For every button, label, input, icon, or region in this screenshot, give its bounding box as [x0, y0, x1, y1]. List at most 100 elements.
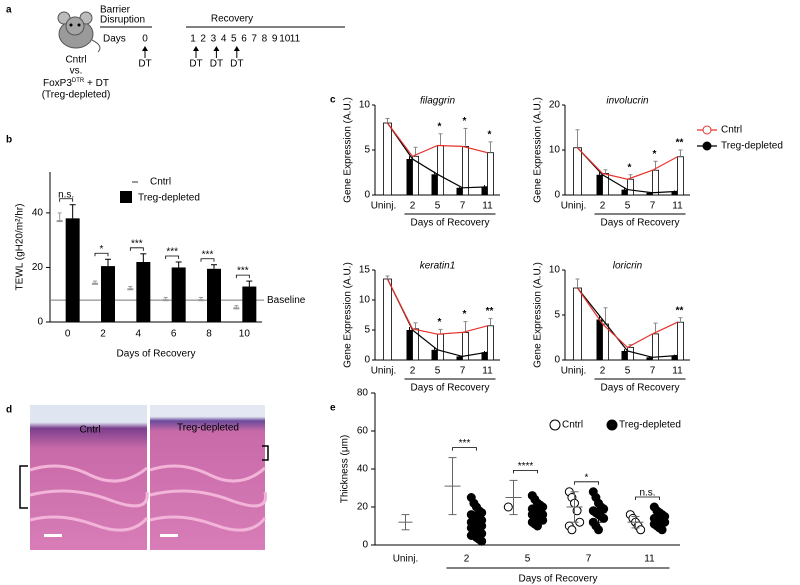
y-tick-label: 20: [32, 262, 44, 273]
significance-bracket: [200, 258, 215, 262]
day-label: 9: [272, 34, 278, 45]
day-label: 6: [241, 34, 247, 45]
y-tick-label: 80: [357, 388, 369, 399]
significance-label: ***: [237, 266, 249, 277]
y-tick-label: 0: [364, 355, 370, 366]
dt-arrowhead: [142, 46, 148, 51]
legend-label: Treg-depleted: [721, 141, 783, 152]
y-tick-label: 5: [554, 310, 560, 321]
x-axis-label: Days of Recovery: [601, 383, 680, 394]
significance-label: *: [653, 149, 657, 160]
bar: [437, 145, 444, 196]
bar: [621, 189, 628, 195]
image-label: Treg-depleted: [177, 423, 239, 434]
significance-label: n.s.: [58, 189, 74, 200]
y-axis-label: Gene Expression (A.U.): [533, 262, 544, 368]
x-tick-label: 11: [672, 366, 683, 377]
legend-label: Cntrl: [721, 125, 742, 136]
dt-label: DT: [189, 59, 202, 70]
data-point: [567, 525, 577, 535]
bar: [456, 187, 463, 195]
legend-label: Treg-depleted: [619, 420, 681, 431]
day-label: 8: [262, 34, 268, 45]
phase-label: Recovery: [211, 14, 253, 25]
x-tick-label: 7: [650, 201, 656, 212]
y-axis-label: Gene Expression (A.U.): [533, 97, 544, 203]
significance-label: *: [438, 317, 442, 328]
y-tick-label: 0: [37, 317, 43, 328]
significance-label: ***: [166, 247, 178, 258]
y-tick-label: 10: [549, 145, 561, 156]
x-tick-label: 5: [625, 366, 631, 377]
x-tick-label: 4: [136, 329, 142, 340]
x-tick-label: Uninj.: [561, 201, 587, 212]
y-tick-label: 0: [554, 190, 560, 201]
significance-label: *: [438, 121, 442, 132]
x-tick-label: 2: [600, 366, 606, 377]
significance-label: ****: [518, 461, 534, 472]
dt-arrowhead: [213, 46, 220, 51]
image-label: Cntrl: [79, 425, 100, 436]
significance-bracket: [235, 274, 250, 279]
x-tick-label: 10: [239, 329, 251, 340]
legend-label: Treg-depleted: [138, 193, 200, 204]
x-tick-label: Uninj.: [393, 554, 419, 565]
series-line: [387, 122, 488, 189]
bar: [481, 186, 488, 195]
series-line: [386, 278, 488, 335]
bar: [481, 352, 488, 360]
bar: [596, 174, 603, 195]
dt-arrowhead: [233, 46, 240, 51]
panel-letter: c: [330, 95, 336, 106]
legend-marker: [702, 125, 712, 135]
mouse-label: vs.: [70, 66, 83, 77]
x-tick-label: 11: [482, 201, 493, 212]
bar: [573, 287, 582, 361]
x-axis-label: Days of Recovery: [411, 218, 490, 229]
bar: [652, 169, 659, 196]
bar: [383, 122, 392, 196]
bar: [406, 330, 413, 360]
bar: [431, 349, 438, 360]
bar: [437, 333, 444, 361]
bar: [627, 178, 634, 196]
y-tick-label: 10: [549, 265, 561, 276]
day-label: 2: [200, 34, 206, 45]
panel-letter: a: [6, 5, 12, 16]
significance-label: **: [486, 306, 494, 317]
y-axis-label: Gene Expression (A.U.): [343, 97, 354, 203]
legend-label: Cntrl: [562, 420, 583, 431]
series-line: [577, 287, 678, 349]
day-label: 3: [211, 34, 217, 45]
bar: [65, 218, 80, 322]
day-label: 5: [231, 34, 237, 45]
day-label: 7: [251, 34, 257, 45]
day-label: 10: [279, 34, 291, 45]
chart-title: loricrin: [613, 261, 643, 272]
bar: [456, 356, 463, 360]
panel-letter: e: [330, 403, 336, 414]
legend-marker: [606, 419, 618, 431]
legend-swatch: [132, 181, 138, 183]
significance-bracket: [574, 481, 599, 485]
bar: [242, 286, 257, 322]
x-axis-label: Days of Recovery: [117, 349, 196, 360]
significance-label: *: [100, 244, 104, 255]
y-axis-label: Thickness (μm): [340, 435, 351, 504]
data-point: [477, 536, 487, 546]
dt-label: DT: [138, 59, 151, 70]
label-part: + DT: [84, 78, 109, 89]
mouse-label: FoxP3DTR + DT: [43, 78, 109, 89]
x-axis-label: Days of Recovery: [519, 574, 598, 585]
phase-label: Disruption: [100, 15, 145, 26]
bar: [101, 266, 115, 322]
x-axis-label: Days of Recovery: [601, 218, 680, 229]
significance-bracket: [513, 470, 538, 474]
mouse-label: Cntrl: [65, 55, 86, 66]
y-tick-label: 20: [549, 100, 561, 111]
y-tick-label: 10: [359, 100, 371, 111]
legend-swatch: [120, 191, 132, 203]
significance-label: **: [676, 138, 684, 149]
day-label: 1: [190, 34, 196, 45]
mouse-label: (Treg-depleted): [42, 90, 111, 101]
